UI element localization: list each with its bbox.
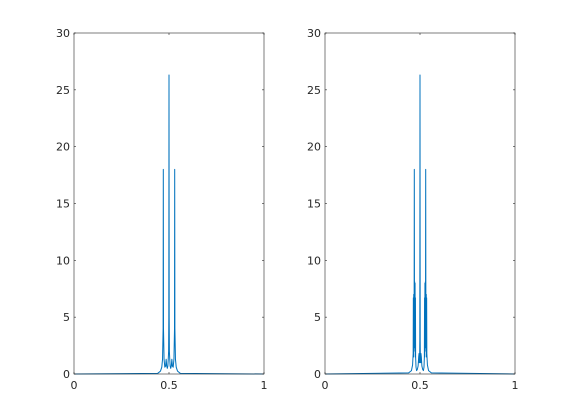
x-tick-label: 0.5	[411, 379, 429, 392]
series-line	[73, 74, 265, 375]
y-tick-label: 25	[56, 84, 70, 97]
y-tick-label: 30	[56, 27, 70, 40]
series-line	[324, 74, 516, 375]
y-tick-label: 10	[56, 254, 70, 267]
x-tick-label: 1	[512, 379, 519, 392]
y-tick-label: 20	[56, 141, 70, 154]
y-tick-label: 0	[63, 368, 70, 381]
y-tick-label: 0	[314, 368, 321, 381]
y-tick-label: 20	[307, 141, 321, 154]
y-tick-label: 25	[307, 84, 321, 97]
y-tick-label: 5	[314, 311, 321, 324]
x-tick-label: 1	[261, 379, 268, 392]
y-tick-label: 5	[63, 311, 70, 324]
x-tick-label: 0	[71, 379, 78, 392]
x-tick-label: 0.5	[160, 379, 178, 392]
x-tick-label: 0	[322, 379, 329, 392]
y-tick-label: 10	[307, 254, 321, 267]
y-tick-label: 15	[307, 198, 321, 211]
y-tick-label: 15	[56, 198, 70, 211]
y-tick-label: 30	[307, 27, 321, 40]
